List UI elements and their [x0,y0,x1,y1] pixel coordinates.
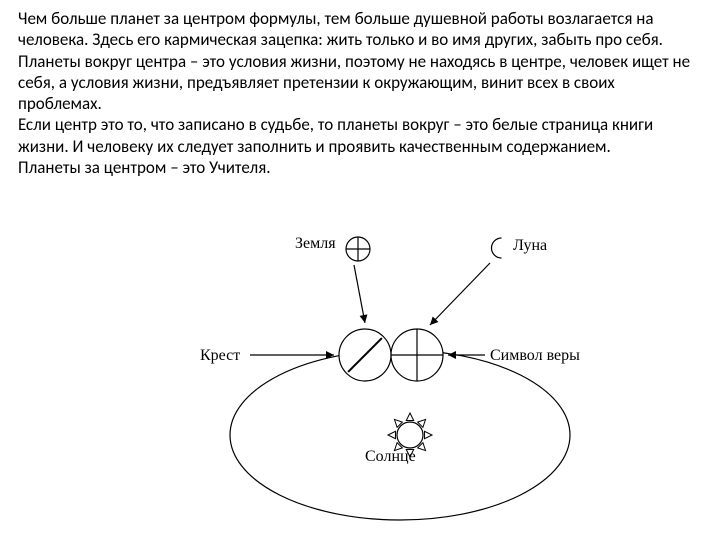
paragraph: Если центр это то, что записано в судьбе… [18,114,702,157]
label-sun: Солнце [365,448,416,466]
label-faith: Символ веры [490,347,580,365]
paragraph: Планеты вокруг центра – это условия жизн… [18,51,702,115]
diagram-svg [120,235,640,535]
body-text: Чем больше планет за центром формулы, те… [18,8,702,178]
label-earth: Земля [295,235,336,253]
symbolic-diagram: Земля Луна Крест Символ веры Солнце [120,235,640,535]
label-moon: Луна [513,237,547,255]
paragraph: Чем больше планет за центром формулы, те… [18,8,702,51]
paragraph: Планеты за центром – это Учителя. [18,157,702,178]
label-cross: Крест [200,347,240,365]
